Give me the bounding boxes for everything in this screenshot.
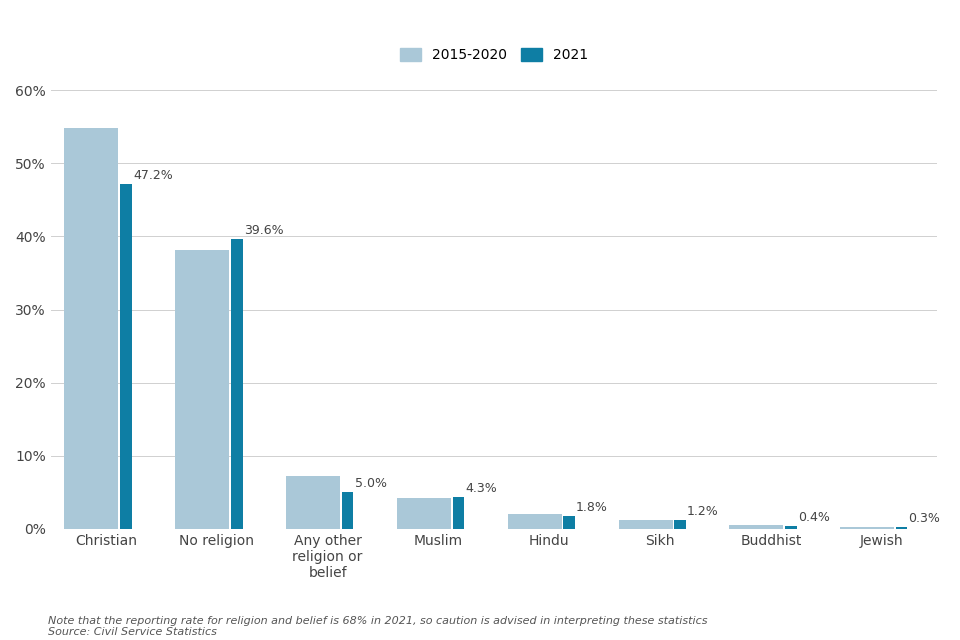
Bar [840,527,885,529]
Bar [730,525,756,529]
Text: 47.2%: 47.2% [132,168,173,182]
Bar [508,513,562,529]
Bar [176,287,193,529]
Bar [396,505,415,529]
Bar [840,527,876,529]
Bar [508,515,543,529]
Bar [342,492,353,529]
Text: 0.3%: 0.3% [908,511,941,525]
Bar [176,255,220,529]
Bar [286,492,304,529]
Bar [396,502,424,529]
Bar [564,516,575,529]
Bar [674,520,685,529]
Bar [64,156,74,529]
Bar [618,520,655,529]
Bar [64,134,109,529]
Bar [618,520,673,529]
Text: 1.2%: 1.2% [687,505,719,518]
Bar [64,150,83,529]
Text: 1.8%: 1.8% [576,500,608,513]
Bar [120,184,132,529]
Bar [64,128,118,529]
Text: 39.6%: 39.6% [244,224,283,237]
Bar [231,239,243,529]
Text: Note that the reporting rate for religion and belief is 68% in 2021, so caution : Note that the reporting rate for religio… [48,616,708,626]
Bar [176,302,184,529]
Bar [730,525,775,529]
Bar [840,527,867,529]
Bar [618,521,628,529]
Text: 4.3%: 4.3% [466,483,497,495]
Bar [452,497,465,529]
Bar [785,526,797,529]
Bar [618,520,645,529]
Bar [286,481,331,529]
Bar [64,145,91,529]
Text: Source: Civil Service Statistics: Source: Civil Service Statistics [48,627,217,637]
Bar [730,525,747,529]
Bar [618,521,636,529]
Bar [508,515,516,529]
Bar [508,515,526,529]
Bar [840,527,858,529]
Bar [286,495,295,529]
Bar [730,525,765,529]
Bar [286,486,323,529]
Bar [286,490,313,529]
Bar [176,266,211,529]
Text: 5.0%: 5.0% [354,477,387,490]
Bar [286,476,340,529]
Bar [730,525,738,529]
Bar [618,520,663,529]
Bar [840,527,894,529]
Bar [396,507,406,529]
Bar [396,498,451,529]
Bar [176,276,203,529]
Bar [396,501,433,529]
Bar [396,500,442,529]
Bar [840,527,849,529]
Bar [896,527,907,529]
Legend: 2015-2020, 2021: 2015-2020, 2021 [395,43,593,68]
Bar [64,140,101,529]
Bar [508,515,535,529]
Bar [730,525,783,529]
Text: 0.4%: 0.4% [798,511,829,524]
Bar [508,513,553,529]
Bar [176,250,229,529]
